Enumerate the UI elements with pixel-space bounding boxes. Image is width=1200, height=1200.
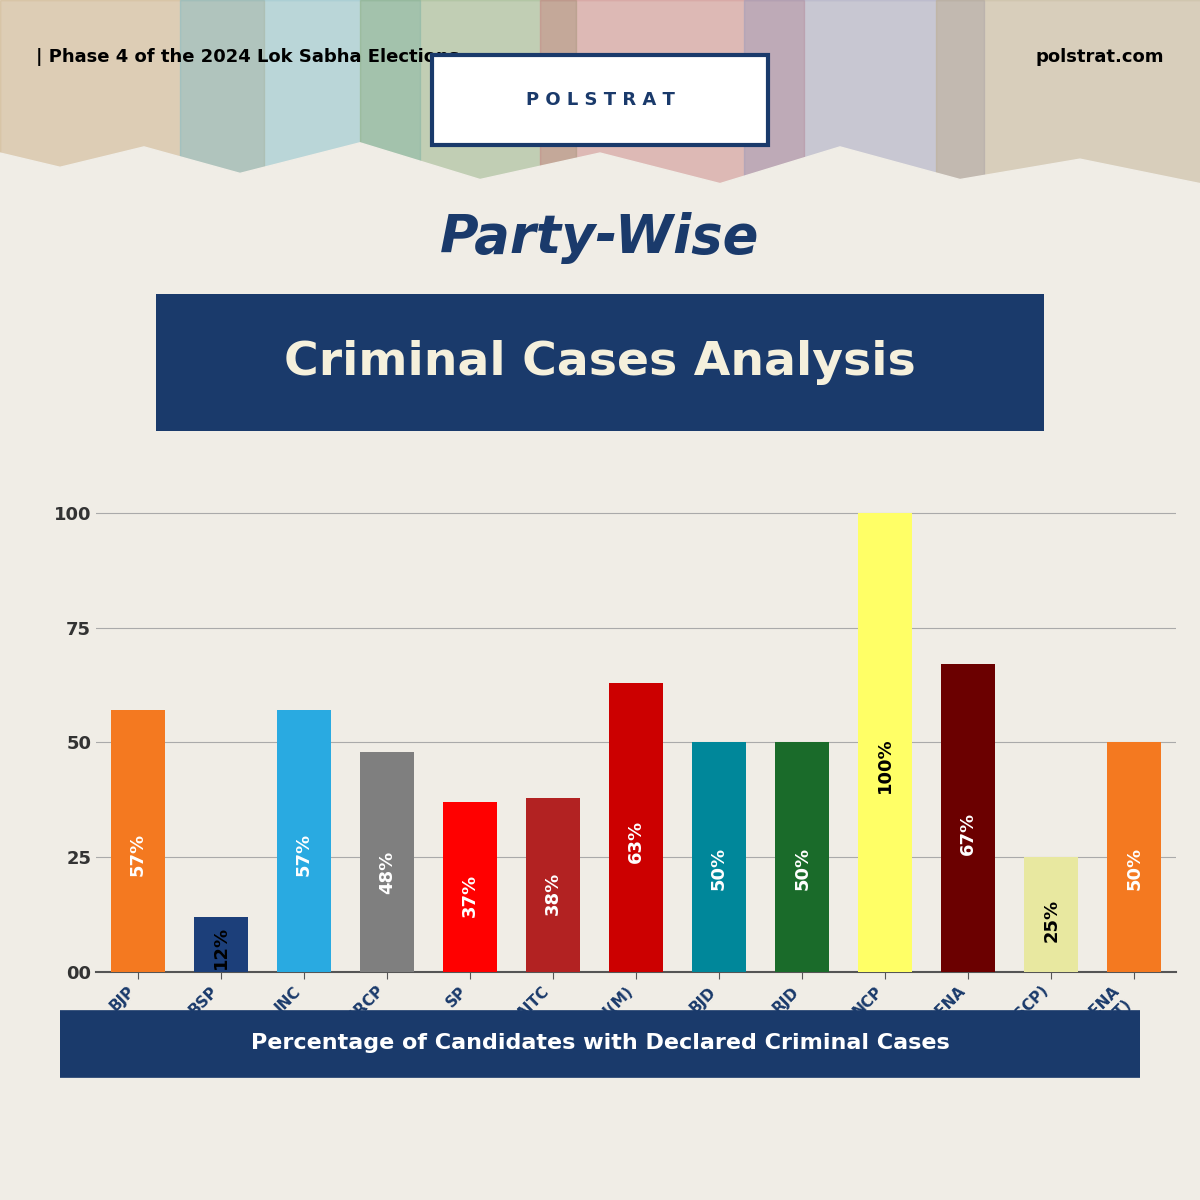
Text: 25%: 25% [1043, 899, 1061, 942]
FancyBboxPatch shape [156, 294, 1044, 431]
Text: P O L S T R A T: P O L S T R A T [526, 91, 674, 109]
Bar [443, 802, 497, 972]
Text: 50%: 50% [793, 847, 811, 890]
Text: Percentage of Candidates with Declared Criminal Cases: Percentage of Candidates with Declared C… [251, 1032, 949, 1052]
Text: 100%: 100% [876, 738, 894, 793]
Bar [110, 710, 164, 972]
Text: Criminal Cases Analysis: Criminal Cases Analysis [284, 340, 916, 385]
Text: | Phase 4 of the 2024 Lok Sabha Elections: | Phase 4 of the 2024 Lok Sabha Election… [36, 48, 460, 66]
Text: 67%: 67% [959, 812, 977, 856]
Text: 63%: 63% [628, 821, 646, 863]
Bar [941, 665, 995, 972]
Bar [744, 0, 984, 204]
Polygon shape [0, 143, 1200, 204]
Bar [540, 0, 804, 204]
Text: 50%: 50% [1126, 847, 1144, 890]
Bar [775, 743, 829, 972]
Bar [1108, 743, 1162, 972]
Bar [936, 0, 1200, 204]
Text: polstrat.com: polstrat.com [1036, 48, 1164, 66]
Text: 57%: 57% [295, 833, 313, 876]
Bar [0, 0, 264, 204]
Bar [193, 917, 247, 972]
Bar [526, 798, 580, 972]
Bar [277, 710, 331, 972]
Bar [858, 512, 912, 972]
Text: Party-Wise: Party-Wise [440, 212, 760, 264]
Bar [692, 743, 746, 972]
FancyBboxPatch shape [432, 55, 768, 145]
Bar [610, 683, 662, 972]
Text: 57%: 57% [128, 833, 146, 876]
Text: 12%: 12% [211, 925, 229, 968]
Text: 50%: 50% [710, 847, 728, 890]
Bar [180, 0, 420, 204]
Text: 48%: 48% [378, 851, 396, 894]
Text: 37%: 37% [461, 874, 479, 917]
Bar [360, 0, 576, 204]
Bar [360, 751, 414, 972]
FancyBboxPatch shape [38, 1010, 1162, 1078]
Text: 38%: 38% [544, 872, 562, 916]
Bar [1025, 857, 1079, 972]
